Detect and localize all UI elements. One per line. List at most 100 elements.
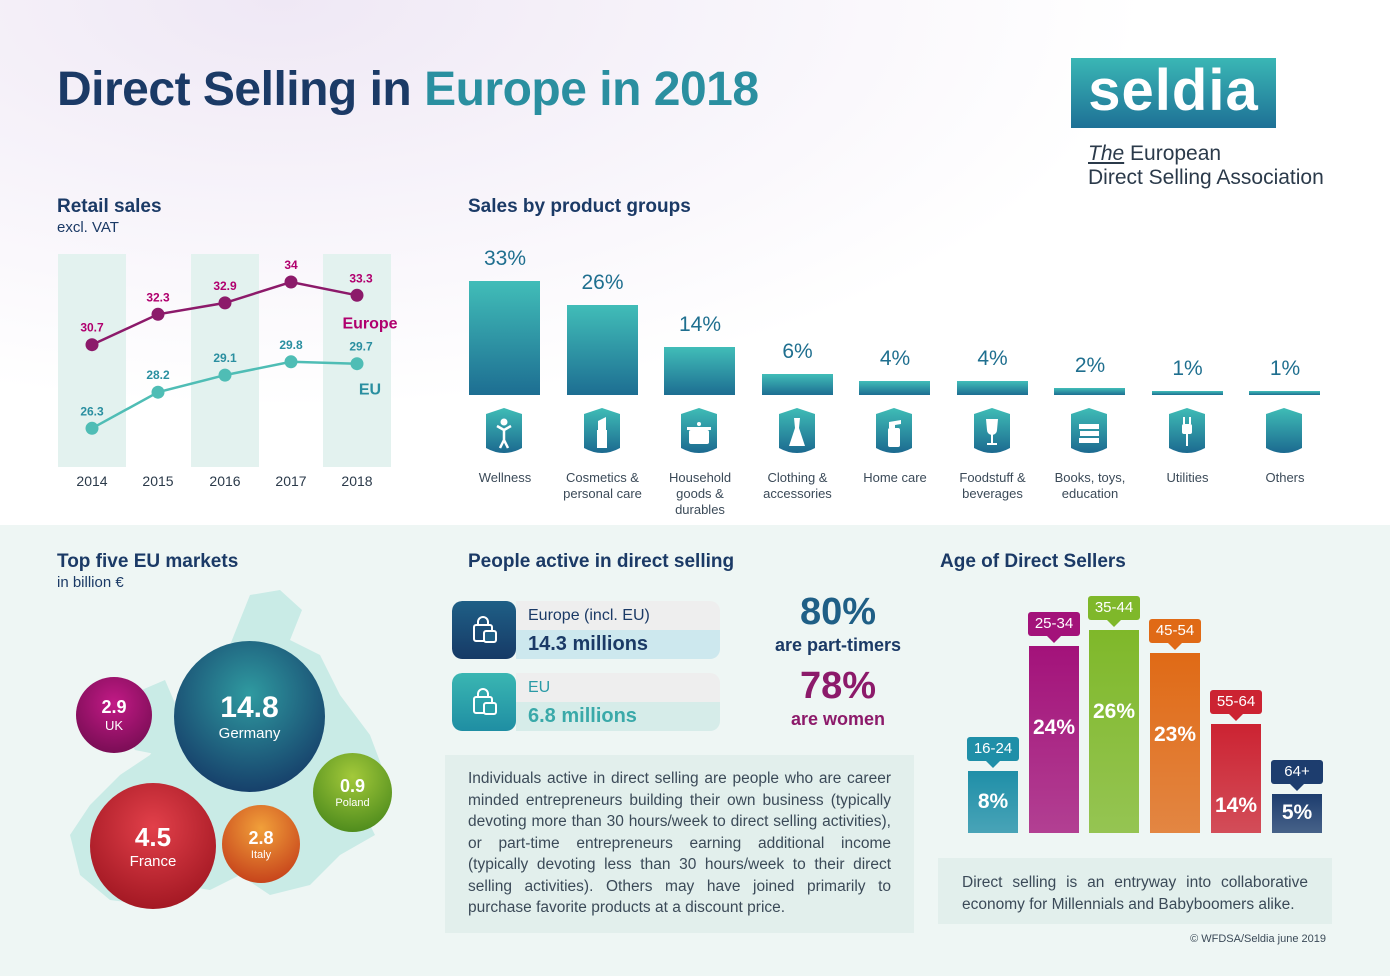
dress-icon: [778, 408, 815, 453]
italy-value: 2.8: [248, 827, 274, 848]
people-description: Individuals active in direct selling are…: [445, 755, 914, 933]
europe-value: 14.3 millions: [516, 630, 720, 659]
shopping-bag-icon: [452, 601, 516, 659]
germany-label: Germany: [218, 725, 281, 742]
retail-sales-title: Retail sales: [57, 196, 162, 217]
market-bubble-germany: 14.8 Germany: [174, 641, 325, 792]
eu-label: EU: [516, 673, 720, 702]
age-bar: [1272, 793, 1322, 833]
tagline-line1: European: [1124, 142, 1222, 165]
women-label: are women: [790, 709, 886, 729]
age-group-tag: 16-24: [967, 736, 1019, 768]
product-value-label: 6%: [782, 340, 813, 364]
product-value-label: 1%: [1269, 357, 1301, 380]
age-value-label: 14%: [1214, 793, 1258, 817]
france-value: 4.5: [134, 822, 172, 852]
data-label: 32.9: [213, 279, 237, 293]
top-markets-title: Top five EU markets: [57, 551, 239, 572]
retail-sales-subtitle: excl. VAT: [57, 219, 119, 236]
data-label: 33.3: [349, 271, 373, 285]
product-value-label: 2%: [1074, 354, 1106, 378]
title-part-1: Direct Selling in: [57, 63, 425, 116]
part-timers-label: are part-timers: [758, 635, 918, 656]
x-tick-label: 2015: [142, 473, 173, 489]
product-category-label: Books, toys, education: [1054, 470, 1126, 501]
uk-value: 2.9: [101, 697, 127, 717]
tagline-the: The: [1088, 142, 1125, 165]
copyright-credit: © WFDSA/Seldia june 2019: [1190, 933, 1326, 945]
top-markets-subtitle: in billion €: [57, 574, 124, 591]
product-value-label: 4%: [977, 347, 1008, 371]
germany-value: 14.8: [220, 691, 279, 724]
uk-label: UK: [104, 718, 124, 733]
blank-icon: [1266, 408, 1302, 453]
market-bubble-italy: 2.8 Italy: [222, 805, 300, 883]
logo-tagline: The European Direct Selling Association: [1088, 142, 1324, 190]
age-value-label: 23%: [1153, 723, 1197, 747]
market-bubble-uk: 2.9 UK: [76, 677, 152, 753]
product-bar: [1054, 388, 1125, 395]
data-label: 34: [284, 258, 298, 272]
x-tick-label: 2014: [76, 473, 107, 489]
tagline-line2: Direct Selling Association: [1088, 166, 1324, 189]
data-label: 32.3: [146, 290, 170, 304]
product-bar: [469, 281, 540, 395]
product-category-label: Utilities: [1166, 470, 1209, 485]
product-bar: [1151, 391, 1223, 395]
product-category-label: Clothing & accessories: [763, 470, 832, 501]
age-value-label: 24%: [1032, 715, 1076, 739]
age-bar: [1211, 723, 1261, 833]
product-groups-title: Sales by product groups: [468, 196, 691, 217]
part-timers-text: are part-timers: [774, 635, 902, 655]
data-point: [350, 357, 364, 371]
data-label: 28.2: [146, 368, 170, 382]
product-bar: [761, 374, 833, 395]
age-value-label: 5%: [1281, 801, 1313, 825]
product-category-label: Cosmetics & personal care: [563, 470, 642, 501]
page-title: Direct Selling in Europe in 2018: [57, 62, 759, 117]
data-label: 29.1: [213, 351, 237, 365]
data-point: [151, 385, 165, 399]
year-highlight-band: [191, 254, 259, 467]
product-bar: [664, 346, 735, 395]
retail-sales-chart: 30.7 32.3 32.9 34 33.3 Europe 26.3 28.2 29.1 29.8…: [58, 254, 398, 489]
age-value-label: 8%: [977, 789, 1009, 813]
product-category-label: Others: [1265, 470, 1305, 485]
year-highlight-band: [58, 254, 126, 467]
books-icon: [1071, 408, 1107, 453]
data-point: [218, 296, 232, 310]
market-bubble-france: 4.5 France: [90, 783, 216, 909]
data-point: [85, 421, 99, 435]
product-value-label: 33%: [483, 247, 527, 270]
data-point: [284, 275, 298, 289]
women-percent: 78%: [799, 665, 877, 707]
europe-people-pill: Europe (incl. EU) 14.3 millions: [452, 601, 720, 659]
people-title: People active in direct selling: [468, 551, 735, 572]
eu-people-pill: EU 6.8 millions: [452, 673, 720, 731]
data-label: 30.7: [80, 321, 104, 335]
data-point: [284, 355, 298, 369]
age-group-tag: 55-64: [1210, 689, 1262, 721]
data-label: 26.3: [80, 404, 104, 418]
x-tick-label: 2018: [341, 473, 372, 489]
eu-value: 6.8 millions: [516, 702, 720, 731]
part-timers-percent: 80%: [799, 591, 877, 633]
product-bar: [859, 381, 930, 395]
poland-value: 0.9: [339, 776, 366, 796]
x-tick-label: 2016: [209, 473, 240, 489]
product-category-label: Home care: [863, 470, 927, 485]
age-group-tag: 25-34: [1028, 611, 1080, 643]
age-group-tag: 35-44: [1088, 596, 1140, 627]
data-label: 29.7: [349, 340, 373, 354]
age-bar: [1150, 653, 1200, 833]
series-name-label: Europe: [342, 315, 397, 332]
europe-label: Europe (incl. EU): [516, 601, 720, 630]
product-value-label: 26%: [581, 271, 624, 295]
title-part-2: Europe in 2018: [424, 63, 759, 116]
product-category-label: Household goods & durables: [669, 470, 732, 517]
poland-label: Poland: [335, 797, 370, 809]
data-point: [85, 338, 99, 352]
age-title: Age of Direct Sellers: [940, 551, 1126, 572]
age-bar: [1029, 645, 1079, 833]
data-label: 29.8: [279, 338, 303, 352]
